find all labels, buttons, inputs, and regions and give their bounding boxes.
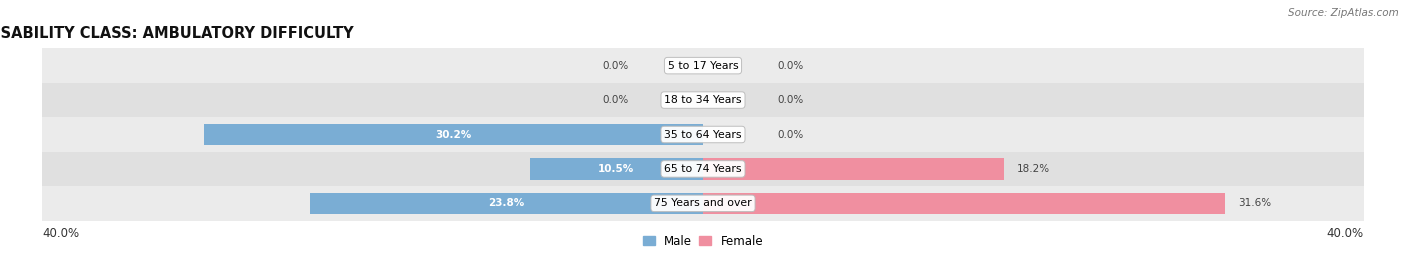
Text: 0.0%: 0.0% [602,61,628,71]
Text: 0.0%: 0.0% [778,61,804,71]
Text: DISABILITY CLASS: AMBULATORY DIFFICULTY: DISABILITY CLASS: AMBULATORY DIFFICULTY [0,26,353,41]
Bar [42,186,1364,221]
Bar [42,117,1364,152]
Bar [703,193,1225,214]
Bar [309,193,703,214]
Bar [42,152,1364,186]
Bar [204,124,703,145]
Legend: Male, Female: Male, Female [638,230,768,253]
Text: 40.0%: 40.0% [42,226,79,239]
Text: 18 to 34 Years: 18 to 34 Years [664,95,742,105]
Text: 23.8%: 23.8% [488,198,524,208]
Text: 65 to 74 Years: 65 to 74 Years [664,164,742,174]
Text: 40.0%: 40.0% [1327,226,1364,239]
Text: 0.0%: 0.0% [602,95,628,105]
Text: 0.0%: 0.0% [778,95,804,105]
Text: 75 Years and over: 75 Years and over [654,198,752,208]
Text: Source: ZipAtlas.com: Source: ZipAtlas.com [1288,8,1399,18]
Text: 10.5%: 10.5% [598,164,634,174]
Text: 5 to 17 Years: 5 to 17 Years [668,61,738,71]
Text: 0.0%: 0.0% [778,129,804,140]
Text: 35 to 64 Years: 35 to 64 Years [664,129,742,140]
Text: 30.2%: 30.2% [436,129,471,140]
Bar [42,83,1364,117]
Text: 18.2%: 18.2% [1017,164,1050,174]
Text: 31.6%: 31.6% [1239,198,1271,208]
Bar [703,158,1004,180]
Bar [42,48,1364,83]
Bar [530,158,703,180]
